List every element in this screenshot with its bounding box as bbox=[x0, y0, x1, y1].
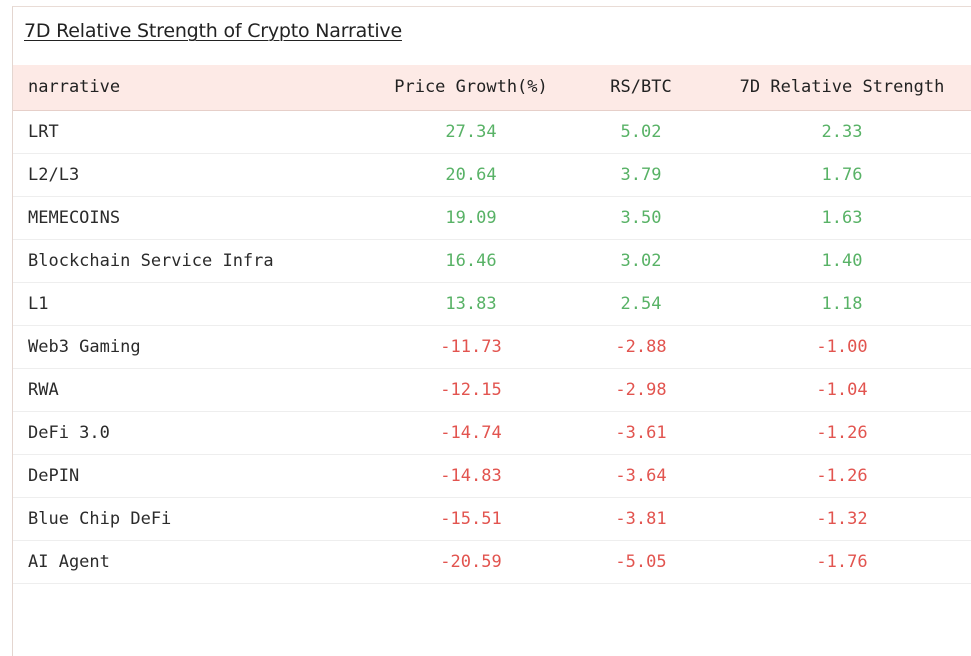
price-growth-cell: -20.59 bbox=[440, 551, 502, 572]
table-row: LRT 27.34 5.02 2.33 bbox=[13, 110, 971, 153]
narrative-cell: DePIN bbox=[28, 465, 80, 486]
rs-btc-cell: -2.88 bbox=[615, 336, 667, 357]
table-row: Blue Chip DeFi -15.51 -3.81 -1.32 bbox=[13, 497, 971, 540]
narrative-cell: Blue Chip DeFi bbox=[28, 508, 172, 529]
rs-btc-cell: -3.64 bbox=[615, 465, 667, 486]
table-row: MEMECOINS 19.09 3.50 1.63 bbox=[13, 196, 971, 239]
relative-strength-cell: 1.40 bbox=[821, 250, 863, 271]
narrative-table: narrative Price Growth(%) RS/BTC 7D Rela… bbox=[13, 65, 971, 584]
narrative-cell: MEMECOINS bbox=[28, 207, 121, 228]
table-row: Web3 Gaming -11.73 -2.88 -1.00 bbox=[13, 325, 971, 368]
rs-btc-cell: 3.02 bbox=[620, 250, 662, 271]
narrative-cell: RWA bbox=[28, 379, 59, 400]
narrative-cell: L2/L3 bbox=[28, 164, 80, 185]
table-row: L2/L3 20.64 3.79 1.76 bbox=[13, 153, 971, 196]
column-header-rs-btc[interactable]: RS/BTC bbox=[610, 77, 672, 98]
price-growth-cell: -14.83 bbox=[440, 465, 502, 486]
relative-strength-cell: 1.63 bbox=[821, 207, 863, 228]
relative-strength-cell: -1.04 bbox=[816, 379, 868, 400]
price-growth-cell: -15.51 bbox=[440, 508, 502, 529]
rs-btc-cell: -3.81 bbox=[615, 508, 667, 529]
price-growth-cell: 20.64 bbox=[445, 164, 497, 185]
relative-strength-cell: -1.76 bbox=[816, 551, 868, 572]
price-growth-cell: 13.83 bbox=[445, 293, 497, 314]
narrative-cell: Web3 Gaming bbox=[28, 336, 141, 357]
price-growth-cell: 27.34 bbox=[445, 121, 497, 142]
table-row: AI Agent -20.59 -5.05 -1.76 bbox=[13, 540, 971, 583]
table-row: DeFi 3.0 -14.74 -3.61 -1.26 bbox=[13, 411, 971, 454]
rs-btc-cell: 5.02 bbox=[620, 121, 662, 142]
table-row: L1 13.83 2.54 1.18 bbox=[13, 282, 971, 325]
column-header-relative-strength[interactable]: 7D Relative Strength bbox=[739, 77, 945, 98]
table-header: narrative Price Growth(%) RS/BTC 7D Rela… bbox=[13, 65, 971, 110]
column-header-narrative[interactable]: narrative bbox=[28, 77, 121, 98]
table-row: Blockchain Service Infra 16.46 3.02 1.40 bbox=[13, 239, 971, 282]
price-growth-cell: -12.15 bbox=[440, 379, 502, 400]
relative-strength-cell: -1.26 bbox=[816, 465, 868, 486]
narrative-cell: LRT bbox=[28, 121, 59, 142]
relative-strength-cell: -1.26 bbox=[816, 422, 868, 443]
relative-strength-cell: 2.33 bbox=[821, 121, 863, 142]
rs-btc-cell: 3.79 bbox=[620, 164, 662, 185]
relative-strength-cell: -1.32 bbox=[816, 508, 868, 529]
price-growth-cell: -11.73 bbox=[440, 336, 502, 357]
table-title: 7D Relative Strength of Crypto Narrative bbox=[24, 20, 402, 42]
header-row: narrative Price Growth(%) RS/BTC 7D Rela… bbox=[13, 65, 971, 110]
rs-btc-cell: -2.98 bbox=[615, 379, 667, 400]
narrative-cell: AI Agent bbox=[28, 551, 110, 572]
table-row: RWA -12.15 -2.98 -1.04 bbox=[13, 368, 971, 411]
rs-btc-cell: -3.61 bbox=[615, 422, 667, 443]
rs-btc-cell: -5.05 bbox=[615, 551, 667, 572]
narrative-table-panel: 7D Relative Strength of Crypto Narrative… bbox=[12, 6, 971, 656]
price-growth-cell: -14.74 bbox=[440, 422, 502, 443]
relative-strength-cell: 1.18 bbox=[821, 293, 863, 314]
table-row: DePIN -14.83 -3.64 -1.26 bbox=[13, 454, 971, 497]
table-body: LRT 27.34 5.02 2.33 L2/L3 20.64 3.79 1.76 MEMECO… bbox=[13, 110, 971, 583]
column-header-price-growth[interactable]: Price Growth(%) bbox=[394, 77, 548, 98]
price-growth-cell: 19.09 bbox=[445, 207, 497, 228]
narrative-cell: Blockchain Service Infra bbox=[28, 250, 274, 271]
rs-btc-cell: 2.54 bbox=[620, 293, 662, 314]
narrative-cell: DeFi 3.0 bbox=[28, 422, 110, 443]
relative-strength-cell: 1.76 bbox=[821, 164, 863, 185]
relative-strength-cell: -1.00 bbox=[816, 336, 868, 357]
rs-btc-cell: 3.50 bbox=[620, 207, 662, 228]
narrative-cell: L1 bbox=[28, 293, 49, 314]
price-growth-cell: 16.46 bbox=[445, 250, 497, 271]
